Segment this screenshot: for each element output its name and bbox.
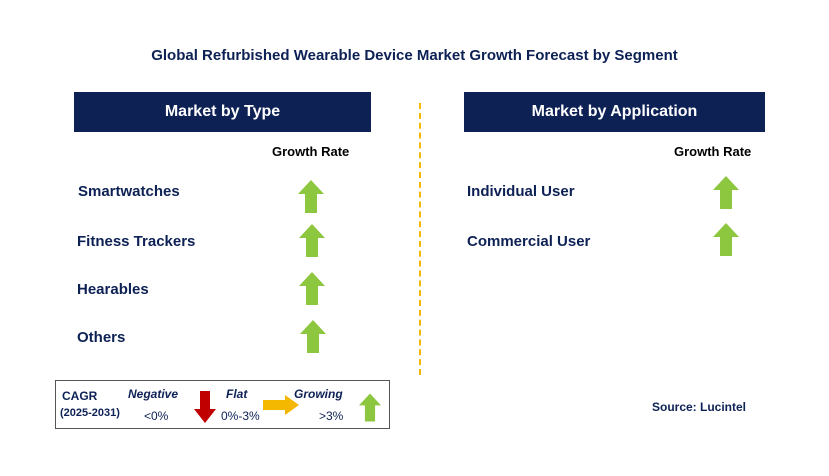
down-arrow-icon: [194, 391, 216, 423]
page-title: Global Refurbished Wearable Device Marke…: [151, 47, 678, 64]
source-note: Source: Lucintel: [652, 400, 747, 414]
legend-flat-range: 0%-3%: [221, 409, 260, 423]
segment-label-fitness-trackers: Fitness Trackers: [77, 233, 196, 250]
segment-label-commercial-user: Commercial User: [467, 233, 591, 250]
legend-cagr-label: CAGR: [62, 389, 98, 403]
legend-negative-label: Negative: [128, 387, 179, 401]
legend-period: (2025-2031): [60, 407, 120, 419]
up-arrow-icon: [300, 320, 326, 353]
legend-flat-label: Flat: [226, 387, 248, 401]
segment-label-others: Others: [77, 329, 126, 346]
legend-negative-range: <0%: [144, 409, 169, 423]
market-by-type-header: Market by Type: [74, 92, 371, 132]
up-arrow-icon: [713, 223, 739, 256]
up-arrow-icon: [713, 176, 739, 209]
market-by-application-header: Market by Application: [464, 92, 765, 132]
segment-label-individual-user: Individual User: [467, 183, 575, 200]
up-arrow-icon: [299, 224, 325, 257]
legend-growing-label: Growing: [294, 387, 343, 401]
segment-label-hearables: Hearables: [77, 281, 149, 298]
market-by-type-header-label: Market by Type: [164, 103, 281, 120]
legend-growing-range: >3%: [319, 409, 344, 423]
up-arrow-icon: [299, 272, 325, 305]
cagr-legend: CAGR (2025-2031) Negative <0% Flat 0%-3%…: [55, 380, 390, 429]
up-arrow-icon: [359, 393, 381, 422]
panel-divider: [419, 103, 421, 375]
right-arrow-icon: [263, 395, 299, 415]
segment-label-smartwatches: Smartwatches: [78, 183, 180, 200]
up-arrow-icon: [298, 180, 324, 213]
growth-rate-label-application: Growth Rate: [674, 144, 752, 159]
growth-rate-label-type: Growth Rate: [272, 144, 350, 159]
market-by-application-header-label: Market by Application: [531, 103, 698, 120]
